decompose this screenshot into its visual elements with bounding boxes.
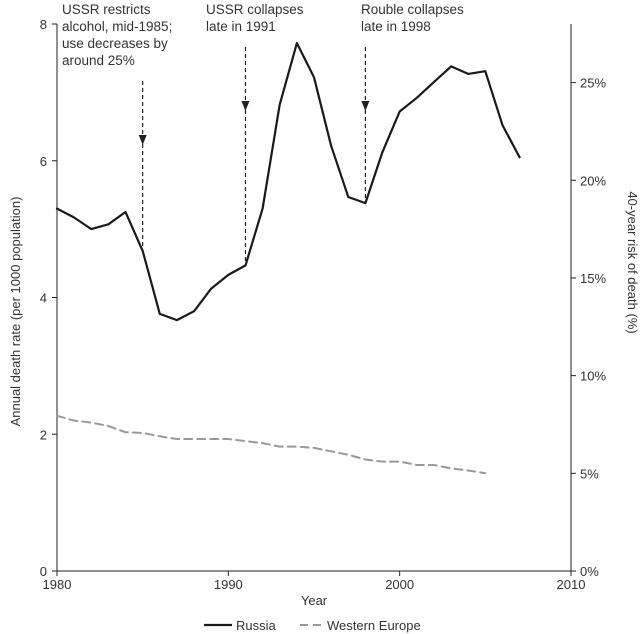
annotation-text: late in 1991	[206, 19, 276, 34]
legend: Russia Western Europe	[204, 618, 421, 633]
annotation-text: late in 1998	[361, 19, 431, 34]
y2-tick-label: 15%	[580, 271, 606, 286]
annotation-arrowhead	[361, 101, 370, 111]
legend-label-russia: Russia	[236, 618, 277, 633]
y-tick-label: 0	[40, 564, 47, 579]
y-axis-title: Annual death rate (per 1000 population)	[8, 197, 23, 427]
annotation-text: USSR collapses	[206, 2, 304, 17]
x-tick-label: 1980	[43, 577, 72, 592]
y2-tick-label: 10%	[580, 369, 606, 384]
x-tick-label: 2010	[557, 577, 586, 592]
axes: 1980 1990 2000 2010 0 2 4 6 8 0% 5% 10% 15% 20% 25% Yea…	[8, 17, 640, 608]
annotation-text: use decreases by	[62, 36, 168, 51]
y2-tick-label: 5%	[580, 466, 599, 481]
x-tick-label: 2000	[385, 577, 414, 592]
annotation-text: USSR restricts	[62, 2, 151, 17]
annotation-arrowhead	[241, 101, 250, 111]
annotation-text: alcohol, mid-1985;	[62, 19, 172, 34]
x-axis-title: Year	[301, 593, 328, 608]
y-tick-label: 8	[40, 17, 47, 32]
y-tick-label: 2	[40, 427, 47, 442]
annotation-text: around 25%	[62, 53, 135, 68]
y-tick-label: 4	[40, 291, 47, 306]
legend-label-western-europe: Western Europe	[327, 618, 421, 633]
y2-tick-label: 20%	[580, 173, 606, 188]
y2-tick-label: 0%	[580, 564, 599, 579]
annotations: USSR restricts alcohol, mid-1985; use decr…	[62, 2, 464, 266]
series-line-russia	[55, 41, 521, 322]
series-line-western-europe	[56, 414, 487, 475]
x-tick-label: 1990	[214, 577, 243, 592]
annotation-text: Rouble collapses	[361, 2, 464, 17]
y2-axis-title: 40-year risk of death (%)	[625, 191, 640, 333]
y-tick-label: 6	[40, 154, 47, 169]
y2-tick-label: 25%	[580, 76, 606, 91]
annotation-arrowhead	[138, 135, 147, 145]
series-layer	[55, 41, 521, 475]
